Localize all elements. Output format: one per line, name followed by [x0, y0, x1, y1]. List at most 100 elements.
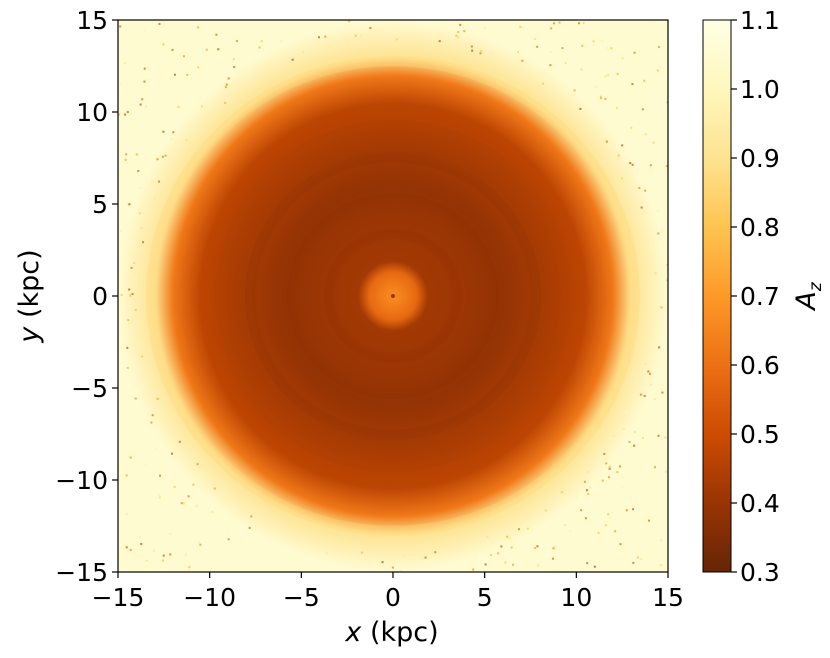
colorbar-ticks: 0.3 0.4 0.5 0.6 0.7 0.8 0.9 1.0 1.1: [731, 6, 780, 587]
heatmap-speckle: [557, 522, 560, 525]
x-tick-label: −10: [183, 583, 236, 612]
heatmap-speckle: [649, 346, 652, 349]
heatmap-speckle: [564, 524, 567, 527]
heatmap-speckle: [143, 29, 146, 32]
colorbar-tick-label: 0.4: [740, 489, 780, 518]
heatmap-speckle: [169, 553, 172, 556]
heatmap-speckle: [548, 68, 551, 71]
heatmap-speckle: [581, 44, 584, 47]
x-tick-label: 5: [477, 583, 493, 612]
heatmap-speckle: [459, 23, 462, 26]
heatmap-speckle: [549, 64, 552, 67]
heatmap-speckle: [657, 232, 660, 235]
heatmap-speckle: [133, 262, 136, 265]
heatmap-speckle: [126, 366, 129, 369]
y-tick-label: 5: [92, 190, 108, 219]
colorbar: [702, 19, 732, 573]
heatmap-speckle: [624, 415, 627, 418]
heatmap-speckle: [586, 470, 589, 473]
x-axis-label: x (kpc): [344, 617, 438, 648]
colorbar-tick-label: 0.7: [740, 282, 780, 311]
heatmap-speckle: [621, 57, 624, 60]
y-axis-label: y (kpc): [14, 249, 45, 343]
heatmap-speckle: [665, 165, 668, 168]
heatmap-speckle: [537, 564, 540, 567]
y-tick-label: −5: [71, 374, 108, 403]
heatmap-speckle: [161, 155, 164, 158]
x-tick-label: 10: [560, 583, 592, 612]
heatmap-speckle: [402, 555, 405, 558]
heatmap-speckle: [579, 107, 582, 110]
heatmap-speckle: [542, 82, 545, 85]
heatmap-speckle: [138, 535, 141, 538]
heatmap-speckle: [511, 563, 514, 566]
heatmap-speckle: [471, 49, 474, 52]
heatmap-speckle: [248, 526, 251, 529]
heatmap-speckle: [455, 34, 458, 37]
heatmap-speckle: [152, 549, 155, 552]
heatmap-speckle: [595, 85, 598, 88]
heatmap-speckle: [640, 206, 643, 209]
heatmap-speckle: [483, 27, 486, 30]
heatmap-speckle: [151, 180, 154, 183]
y-axis: −15 −10 −5 0 5 10 15: [55, 6, 118, 587]
heatmap-speckle: [170, 137, 173, 140]
x-tick-label: −5: [283, 583, 320, 612]
heatmap-speckle: [318, 36, 321, 39]
heatmap-speckle: [140, 543, 143, 546]
heatmap-speckle: [143, 67, 146, 70]
heatmap-speckle: [302, 50, 305, 53]
heatmap-speckle: [360, 551, 363, 554]
heatmap-speckle: [661, 229, 664, 232]
heatmap-speckle: [636, 556, 639, 559]
heatmap-speckle: [633, 444, 636, 447]
heatmap-speckle: [503, 557, 506, 560]
heatmap-speckle: [391, 566, 394, 569]
heatmap-speckle: [601, 479, 604, 482]
heatmap-speckle: [119, 25, 122, 28]
heatmap-speckle: [171, 452, 174, 455]
heatmap-speckle: [133, 553, 136, 556]
heatmap-speckle: [235, 40, 238, 43]
heatmap-band: [146, 56, 640, 536]
heatmap-speckle: [526, 527, 529, 530]
heatmap-speckle: [665, 279, 668, 282]
heatmap-speckle: [395, 38, 398, 41]
colorbar-tick-label: 0.8: [740, 213, 780, 242]
heatmap-speckle: [291, 58, 294, 61]
heatmap-speckle: [138, 518, 141, 521]
heatmap-speckle: [599, 97, 602, 100]
colorbar-tick-label: 0.6: [740, 351, 780, 380]
heatmap-speckle: [545, 74, 548, 77]
heatmap-speckle: [621, 177, 624, 180]
heatmap-bands: [146, 56, 640, 536]
heatmap-speckle: [653, 397, 656, 400]
heatmap-speckle: [129, 456, 132, 459]
colorbar-tick-label: 0.9: [740, 144, 780, 173]
heatmap-speckle: [233, 65, 236, 68]
x-axis: −15 −10 −5 0 5 10 15: [92, 572, 684, 612]
heatmap-speckle: [606, 47, 609, 50]
heatmap-speckle: [508, 537, 511, 540]
heatmap-speckle: [212, 531, 215, 534]
colorbar-tick-label: 0.3: [740, 558, 780, 587]
y-tick-label: 10: [76, 98, 108, 127]
heatmap-speckle: [182, 502, 185, 505]
heatmap-speckle: [651, 23, 654, 26]
heatmap-speckle: [154, 447, 157, 450]
heatmap-speckle: [140, 226, 143, 229]
heatmap-speckle: [657, 46, 660, 49]
heatmap-speckle: [607, 74, 610, 77]
y-tick-label: 0: [92, 282, 108, 311]
heatmap-speckle: [513, 30, 516, 33]
heatmap-speckle: [151, 414, 154, 417]
heatmap-speckle: [197, 66, 200, 69]
heatmap-speckle: [182, 55, 185, 58]
heatmap-speckle: [550, 50, 553, 53]
heatmap-speckle: [328, 46, 331, 49]
heatmap-speckle: [158, 22, 161, 25]
heatmap-speckle: [658, 346, 661, 349]
x-tick-label: −15: [92, 583, 145, 612]
heatmap-speckle: [247, 540, 250, 543]
